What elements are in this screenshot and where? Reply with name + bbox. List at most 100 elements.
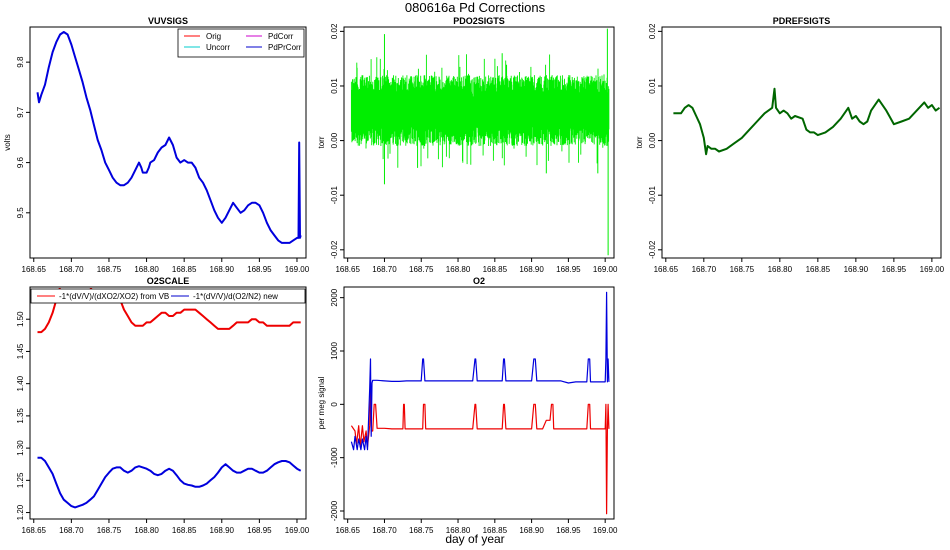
x-tick-label: 168.65 — [22, 526, 47, 535]
x-tick-label: 168.90 — [210, 265, 235, 274]
x-tick-label: 168.80 — [446, 265, 471, 274]
x-tick-label: 168.85 — [172, 265, 197, 274]
y-tick-label: 2000 — [330, 288, 339, 306]
panel-o2scale: O2SCALE 168.65 168.70 168.75 168.80 168.85 168… — [16, 276, 310, 535]
plot-frame — [343, 286, 615, 520]
x-tick-label: 168.85 — [483, 265, 508, 274]
x-tick-label: 168.95 — [247, 265, 272, 274]
y-tick-label: 9.6 — [16, 156, 25, 168]
x-tick-label: 168.95 — [247, 526, 272, 535]
x-tick-label: 169.00 — [593, 526, 618, 535]
x-tick-label: 168.70 — [692, 265, 717, 274]
panel-title: PDO2SIGTS — [453, 16, 505, 26]
x-tick-label: 168.95 — [556, 526, 581, 535]
y-axis-label: per meg signal — [317, 377, 326, 430]
x-tick-label: 169.00 — [285, 265, 310, 274]
legend-label: -1*(dV/V)/(dXO2/XO2) from VB — [59, 292, 169, 301]
panel-pdrefsigts: PDREFSIGTS 168.65 168.70 168.75 168.80 168.85… — [635, 16, 945, 274]
x-tick-label: 168.85 — [483, 526, 508, 535]
y-tick-label: -0.01 — [648, 186, 657, 205]
x-tick-label: 168.75 — [97, 265, 122, 274]
y-tick-label: 9.7 — [16, 106, 25, 118]
y-tick-label: 9.8 — [16, 56, 25, 68]
panel-o2: O2 168.65 168.70 168.75 168.80 168.85 168.90 16… — [317, 276, 618, 535]
plot-area — [36, 31, 302, 244]
series-line-1 — [37, 456, 302, 509]
x-tick-label: 168.85 — [806, 265, 831, 274]
x-tick-label: 168.75 — [97, 526, 122, 535]
y-tick-label: 0.00 — [648, 132, 657, 148]
x-tick-label: 168.70 — [372, 265, 397, 274]
panel-title: PDREFSIGTS — [773, 16, 831, 26]
y-tick-label: 1.40 — [16, 375, 25, 391]
legend-label: PdPrCorr — [268, 43, 302, 52]
panel-title: O2SCALE — [147, 276, 190, 286]
x-tick-label: 168.95 — [882, 265, 907, 274]
x-tick-label: 168.85 — [172, 526, 197, 535]
legend-box — [30, 288, 306, 304]
legend-label: Orig — [206, 32, 221, 41]
series-line-1 — [350, 291, 610, 451]
x-tick-label: 168.70 — [59, 526, 84, 535]
plot-area — [673, 87, 940, 156]
x-tick-label: 168.90 — [210, 526, 235, 535]
x-tick-label: 168.95 — [556, 265, 581, 274]
panel-pdo2sigts: PDO2SIGTS 168.65 168.70 168.75 168.80 168.85 1… — [317, 16, 618, 274]
x-tick-label: 168.70 — [372, 526, 397, 535]
y-axis-label: volts — [3, 134, 12, 150]
figure-title: 080616a Pd Corrections — [405, 0, 546, 15]
y-tick-label: 1.20 — [16, 504, 25, 520]
y-tick-label: -0.01 — [330, 186, 339, 205]
x-tick-label: 168.80 — [134, 265, 159, 274]
y-tick-label: 1000 — [330, 342, 339, 360]
figure-xlabel: day of year — [445, 532, 504, 546]
y-tick-label: 1.45 — [16, 343, 25, 359]
x-tick-label: 168.80 — [446, 526, 471, 535]
x-tick-label: 168.75 — [409, 265, 434, 274]
x-tick-label: 168.90 — [844, 265, 869, 274]
legend-label: Uncorr — [206, 43, 230, 52]
x-tick-label: 168.70 — [59, 265, 84, 274]
series-line-0 — [36, 31, 302, 244]
x-tick-label: 168.65 — [22, 265, 47, 274]
plot-area — [37, 288, 302, 509]
y-tick-label: 1.35 — [16, 408, 25, 424]
y-tick-label: -1000 — [330, 447, 339, 468]
x-tick-label: 168.65 — [335, 265, 360, 274]
legend-label: PdCorr — [268, 32, 294, 41]
plot-area — [350, 28, 610, 256]
plot-frame — [29, 26, 307, 259]
panels: VUVSIGS 168.65 168.70 168.75 168.80 168.85 168… — [3, 16, 945, 535]
legend-box — [177, 28, 305, 58]
x-tick-label: 168.80 — [768, 265, 793, 274]
plot-frame — [343, 26, 615, 259]
y-tick-label: 1.25 — [16, 472, 25, 488]
y-tick-label: 9.5 — [16, 207, 25, 219]
legend: Orig PdCorr Uncorr PdPrCorr — [177, 28, 305, 58]
x-tick-label: 168.65 — [335, 526, 360, 535]
y-tick-label: 0.02 — [648, 23, 657, 39]
panel-title: O2 — [473, 276, 485, 286]
y-tick-label: 0.00 — [330, 132, 339, 148]
y-tick-label: 1.30 — [16, 440, 25, 456]
y-tick-label: 0.02 — [330, 23, 339, 39]
plot-frame — [29, 286, 307, 520]
x-tick-label: 169.00 — [920, 265, 945, 274]
y-tick-label: -0.02 — [330, 240, 339, 259]
y-tick-label: 0 — [330, 402, 339, 407]
panel-title: VUVSIGS — [148, 16, 188, 26]
y-axis-label: torr — [635, 136, 644, 148]
y-tick-label: 1.50 — [16, 311, 25, 327]
series-line-0 — [350, 387, 610, 515]
x-tick-label: 169.00 — [285, 526, 310, 535]
x-tick-label: 168.90 — [519, 265, 544, 274]
plot-area — [350, 291, 610, 515]
x-tick-label: 168.75 — [409, 526, 434, 535]
x-tick-label: 169.00 — [593, 265, 618, 274]
y-tick-label: -2000 — [330, 500, 339, 521]
y-axis-label: torr — [317, 136, 326, 148]
panel-vuvsigs: VUVSIGS 168.65 168.70 168.75 168.80 168.85 168… — [3, 16, 310, 274]
series-line-0 — [673, 87, 940, 156]
series-line-0 — [37, 288, 301, 334]
